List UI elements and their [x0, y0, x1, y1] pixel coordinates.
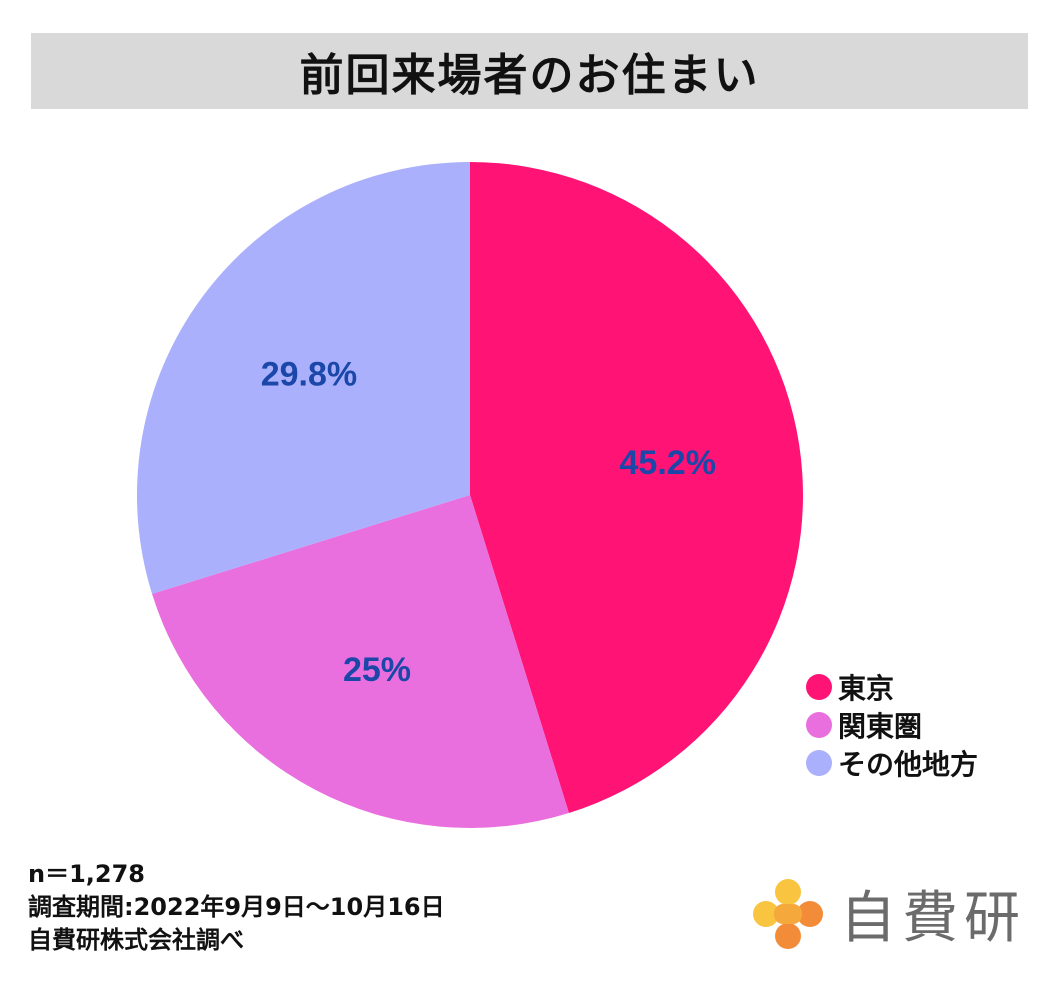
- legend-label-other: その他地方: [838, 743, 978, 783]
- logo-dot-top: [775, 879, 801, 905]
- slice-label-other: 29.8%: [261, 355, 357, 393]
- logo-text: 自費研: [840, 873, 1026, 954]
- legend-label-kanto: 関東圏: [838, 705, 922, 745]
- sample-size: n＝1,278: [28, 858, 445, 891]
- legend-swatch-kanto: [806, 712, 832, 738]
- slice-label-tokyo: 45.2%: [620, 444, 716, 482]
- logo-mark-icon: [752, 878, 828, 950]
- legend-label-tokyo: 東京: [838, 667, 894, 707]
- legend-swatch-tokyo: [806, 674, 832, 700]
- company-logo: 自費研: [752, 873, 1026, 954]
- legend-item-tokyo: 東京: [806, 668, 978, 706]
- survey-period: 調査期間:2022年9月9日～10月16日: [28, 891, 445, 924]
- legend: 東京 関東圏 その他地方: [806, 668, 978, 782]
- legend-item-other: その他地方: [806, 744, 978, 782]
- source-note: 自費研株式会社調べ: [28, 924, 445, 957]
- legend-item-kanto: 関東圏: [806, 706, 978, 744]
- logo-dot-bottom: [775, 923, 801, 949]
- slice-label-kanto: 25%: [343, 651, 411, 689]
- footnote: n＝1,278 調査期間:2022年9月9日～10月16日 自費研株式会社調べ: [28, 858, 445, 957]
- legend-swatch-other: [806, 750, 832, 776]
- logo-center: [774, 904, 802, 924]
